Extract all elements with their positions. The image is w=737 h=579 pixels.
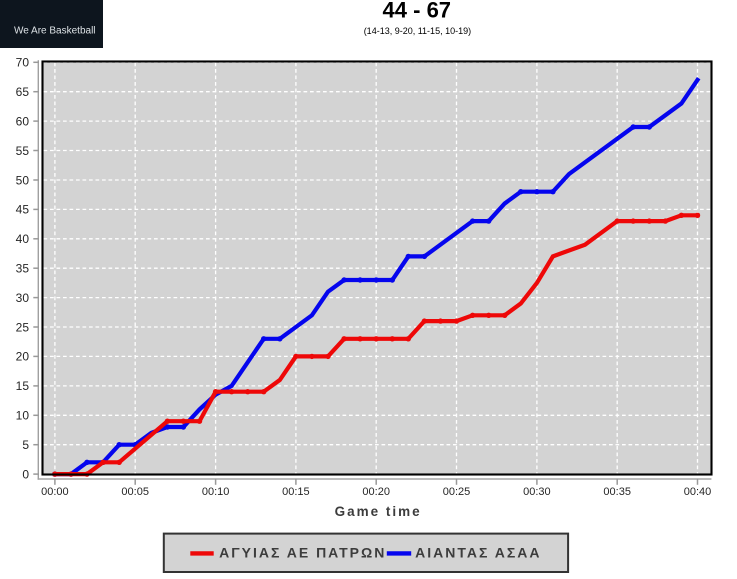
- svg-text:15: 15: [16, 379, 30, 393]
- svg-text:ΑΙΑΝΤΑΣ ΑΣΑΑ: ΑΙΑΝΤΑΣ ΑΣΑΑ: [415, 545, 541, 561]
- svg-text:5: 5: [22, 438, 29, 452]
- svg-text:00:35: 00:35: [603, 486, 631, 498]
- svg-text:20: 20: [16, 350, 30, 364]
- svg-text:00:40: 00:40: [684, 486, 712, 498]
- svg-text:44 - 67: 44 - 67: [383, 0, 452, 22]
- svg-text:10: 10: [16, 409, 30, 423]
- svg-text:25: 25: [16, 320, 30, 334]
- svg-text:00:05: 00:05: [121, 486, 149, 498]
- svg-text:50: 50: [16, 173, 30, 187]
- svg-text:00:25: 00:25: [443, 486, 471, 498]
- svg-text:00:00: 00:00: [41, 486, 69, 498]
- svg-text:We Are Basketball: We Are Basketball: [14, 26, 96, 37]
- svg-text:00:30: 00:30: [523, 486, 551, 498]
- svg-text:Game time: Game time: [335, 504, 422, 519]
- svg-text:40: 40: [16, 232, 30, 246]
- svg-text:45: 45: [16, 203, 30, 217]
- svg-text:35: 35: [16, 262, 30, 276]
- svg-text:0: 0: [22, 467, 29, 481]
- svg-text:65: 65: [16, 85, 30, 99]
- svg-text:(14-13, 9-20, 11-15, 10-19): (14-13, 9-20, 11-15, 10-19): [364, 26, 471, 36]
- svg-text:ΑΓΥΙΑΣ ΑΕ ΠΑΤΡΩΝ: ΑΓΥΙΑΣ ΑΕ ΠΑΤΡΩΝ: [219, 545, 386, 561]
- svg-text:60: 60: [16, 114, 30, 128]
- svg-text:00:15: 00:15: [282, 486, 310, 498]
- svg-text:00:20: 00:20: [362, 486, 390, 498]
- svg-text:00:10: 00:10: [202, 486, 230, 498]
- svg-text:70: 70: [16, 56, 30, 70]
- svg-text:30: 30: [16, 291, 30, 305]
- svg-text:55: 55: [16, 144, 30, 158]
